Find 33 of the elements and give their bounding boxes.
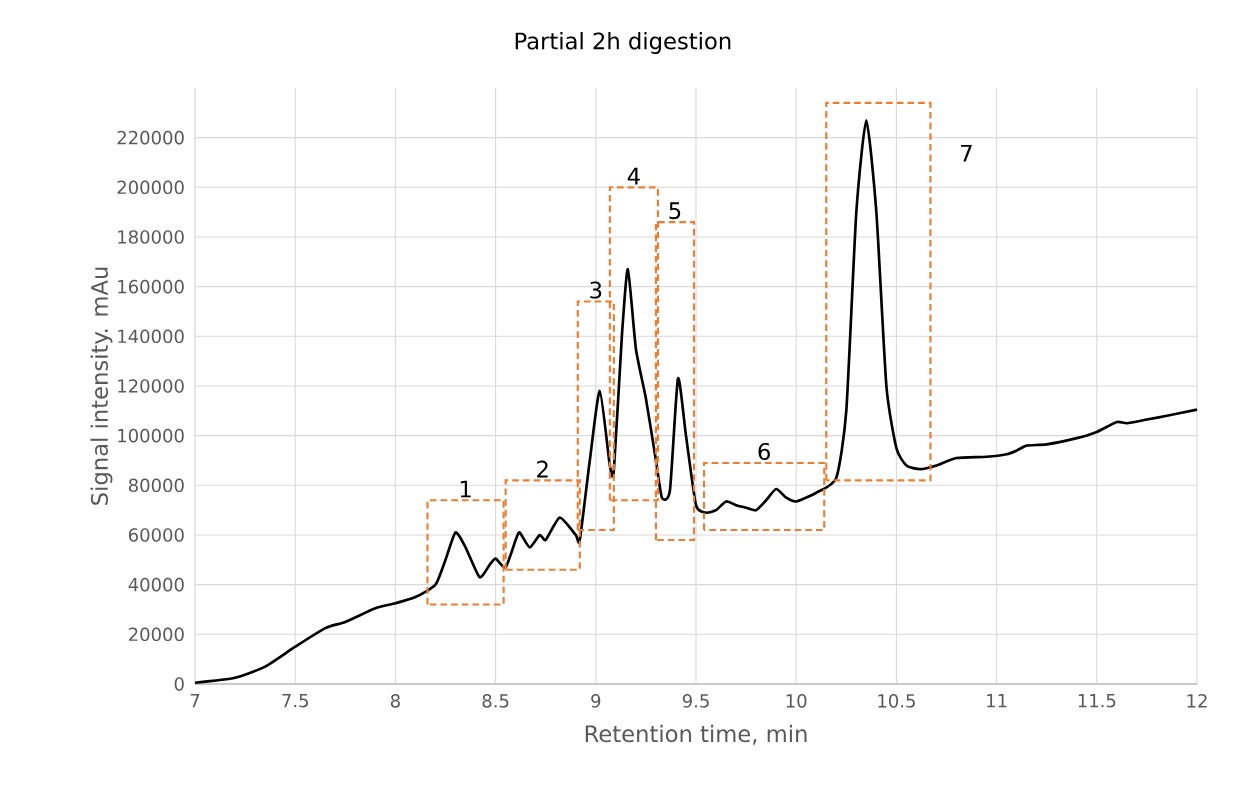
y-tick-label: 40000 — [128, 577, 184, 592]
x-tick-label: 10 — [786, 694, 807, 708]
y-tick-label: 20000 — [129, 627, 184, 642]
y-tick-label: 200000 — [117, 180, 184, 195]
y-tick-label: 140000 — [118, 329, 184, 344]
annotation: 3 — [590, 281, 602, 299]
x-tick-label: 10.5 — [878, 694, 915, 708]
annotation: 7 — [961, 144, 972, 162]
annotation: 2 — [537, 460, 548, 478]
y-tick-label: 0 — [174, 677, 184, 691]
x-tick-label: 7.5 — [282, 694, 308, 708]
x-axis-title: Retention time, min — [585, 724, 807, 745]
y-tick-label: 80000 — [128, 478, 184, 493]
x-tick-label: 8.5 — [482, 694, 509, 708]
annotation: 1 — [460, 480, 471, 498]
x-tick-label: 7 — [190, 694, 200, 708]
x-tick-label: 11.5 — [1078, 694, 1116, 708]
y-axis-title: Signal intensity. mAu — [90, 267, 113, 505]
x-tick-label: 9.5 — [682, 694, 709, 708]
annotation: 4 — [627, 167, 640, 185]
y-tick-label: 160000 — [118, 279, 184, 294]
x-tick-label: 8 — [390, 694, 400, 708]
annotation: 5 — [669, 202, 681, 220]
x-tick-label: 9 — [591, 694, 601, 708]
y-tick-label: 180000 — [118, 230, 184, 244]
y-tick-label: 220000 — [117, 130, 184, 145]
y-tick-label: 120000 — [118, 379, 184, 393]
x-tick-label: 11 — [987, 694, 1007, 708]
chart-title: Partial 2h digestion — [515, 32, 731, 54]
x-tick-label: 12 — [1187, 694, 1207, 708]
y-tick-label: 100000 — [118, 428, 184, 443]
y-tick-label: 60000 — [128, 528, 184, 542]
annotation: 6 — [758, 442, 770, 461]
